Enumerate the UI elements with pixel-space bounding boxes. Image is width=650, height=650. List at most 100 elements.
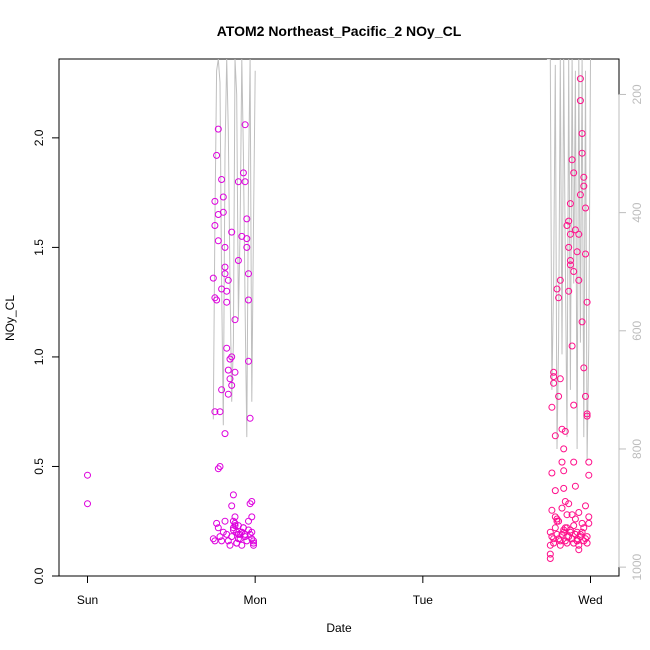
data-point-1-89 [563, 222, 571, 229]
data-point-0-45 [245, 296, 252, 304]
y-tick-label-0: 0.0 [32, 567, 46, 584]
data-point-0-0 [84, 471, 91, 479]
data-point-1-55 [570, 522, 578, 530]
data-point-1-66 [550, 535, 558, 543]
data-point-1-b7 [580, 182, 588, 190]
data-point-0-91 [221, 430, 229, 438]
data-point-1-88 [585, 513, 593, 521]
data-point-0-94 [234, 257, 242, 264]
data-point-1-78 [551, 513, 559, 521]
data-point-1-32 [578, 130, 586, 137]
data-point-1-b2 [558, 458, 566, 466]
data-point-0-82 [224, 276, 232, 284]
data-point-0-51 [250, 537, 257, 545]
data-point-0-10 [214, 465, 222, 473]
data-point-1-38 [583, 410, 591, 418]
data-point-0-27 [229, 491, 237, 499]
data-point-0-43 [243, 243, 251, 251]
data-point-0-17 [221, 270, 229, 278]
data-point-0-56 [214, 524, 222, 532]
data-point-1-85 [575, 509, 583, 516]
data-point-1-b9 [560, 467, 568, 475]
data-point-1-61 [580, 524, 588, 532]
data-point-1-37 [583, 298, 591, 306]
x-tick-label-0: Sun [77, 593, 98, 607]
data-point-0-22 [224, 390, 232, 398]
data-point-0-12 [216, 463, 224, 470]
data-point-1-25 [570, 458, 578, 466]
data-point-1-80 [558, 504, 566, 512]
x-tick-label-1: Mon [243, 593, 266, 607]
data-point-0-11 [216, 408, 224, 416]
data-point-0-60 [221, 517, 229, 525]
data-point-0-42 [243, 215, 251, 223]
data-point-0-87 [241, 530, 249, 538]
data-point-0-76 [248, 535, 256, 543]
y2-axis: 200 400 600 800 1000 [618, 84, 644, 580]
data-point-1-91 [566, 200, 574, 208]
data-point-1-81 [561, 524, 569, 532]
x-axis: Sun Mon Tue Wed [77, 575, 603, 607]
data-point-1-70 [563, 533, 571, 541]
data-point-1-34 [580, 173, 588, 181]
data-point-0-68 [234, 535, 242, 543]
data-point-1-97 [576, 191, 584, 199]
data-point-1-26 [571, 482, 579, 490]
data-point-0-53 [209, 535, 217, 543]
data-point-1-79 [555, 517, 563, 525]
y2-tick-label-1: 400 [630, 202, 644, 222]
data-point-1-b6 [575, 230, 583, 238]
data-point-0-26 [228, 502, 236, 510]
data-point-1-1 [546, 550, 554, 558]
y-tick-label-3: 1.5 [32, 239, 46, 256]
data-point-1-12 [556, 375, 564, 383]
data-point-0-5 [211, 294, 219, 302]
data-point-1-22 [566, 257, 574, 264]
data-point-1-65 [546, 541, 554, 549]
data-point-1-46 [555, 535, 563, 543]
data-point-1-b3 [561, 427, 569, 435]
data-point-0-3 [211, 222, 219, 229]
data-point-0-47 [246, 414, 254, 422]
data-point-1-19 [565, 287, 573, 295]
data-point-1-14 [560, 445, 568, 453]
data-point-0-28 [229, 517, 237, 525]
data-point-1-35 [582, 204, 589, 212]
data-point-1-90 [565, 217, 573, 225]
data-point-0-6 [213, 151, 221, 159]
data-point-1-7 [551, 487, 559, 495]
x-tick-label-2: Tue [413, 593, 434, 607]
data-point-0-13 [218, 176, 226, 183]
data-point-0-80 [218, 285, 226, 293]
data-point-0-95 [239, 169, 247, 177]
data-point-1-36 [582, 250, 589, 258]
y-tick-label-1: 0.5 [32, 458, 46, 475]
data-point-1-99 [580, 364, 588, 372]
data-point-0-65 [229, 526, 237, 534]
data-point-1-3 [548, 403, 556, 411]
data-point-0-16 [221, 263, 229, 271]
data-point-0-25 [228, 381, 236, 389]
data-point-1-95 [573, 248, 581, 256]
data-point-0-24 [226, 375, 234, 383]
data-point-1-24 [570, 401, 578, 409]
data-point-1-47 [556, 541, 564, 549]
data-point-1-100 [582, 392, 589, 400]
data-point-0-58 [218, 537, 226, 545]
data-point-0-21 [224, 366, 232, 374]
data-point-0-4 [211, 197, 219, 205]
chart-title: ATOM2 Northeast_Pacific_2 NOy_CL [217, 23, 462, 39]
data-point-0-74 [245, 526, 252, 534]
y-axis: 0.0 0.5 1.0 1.5 2.0 [32, 129, 60, 584]
plot-border [58, 58, 620, 577]
data-point-1-15 [560, 484, 568, 492]
data-point-1-50 [561, 537, 569, 545]
data-point-1-77 [548, 506, 556, 514]
data-point-0-85 [234, 178, 242, 186]
pressure-line-segment-0 [212, 59, 256, 438]
data-point-0-57 [216, 533, 224, 541]
data-point-1-87 [582, 502, 589, 510]
data-point-1-72 [570, 539, 578, 547]
data-point-1-84 [571, 515, 579, 523]
